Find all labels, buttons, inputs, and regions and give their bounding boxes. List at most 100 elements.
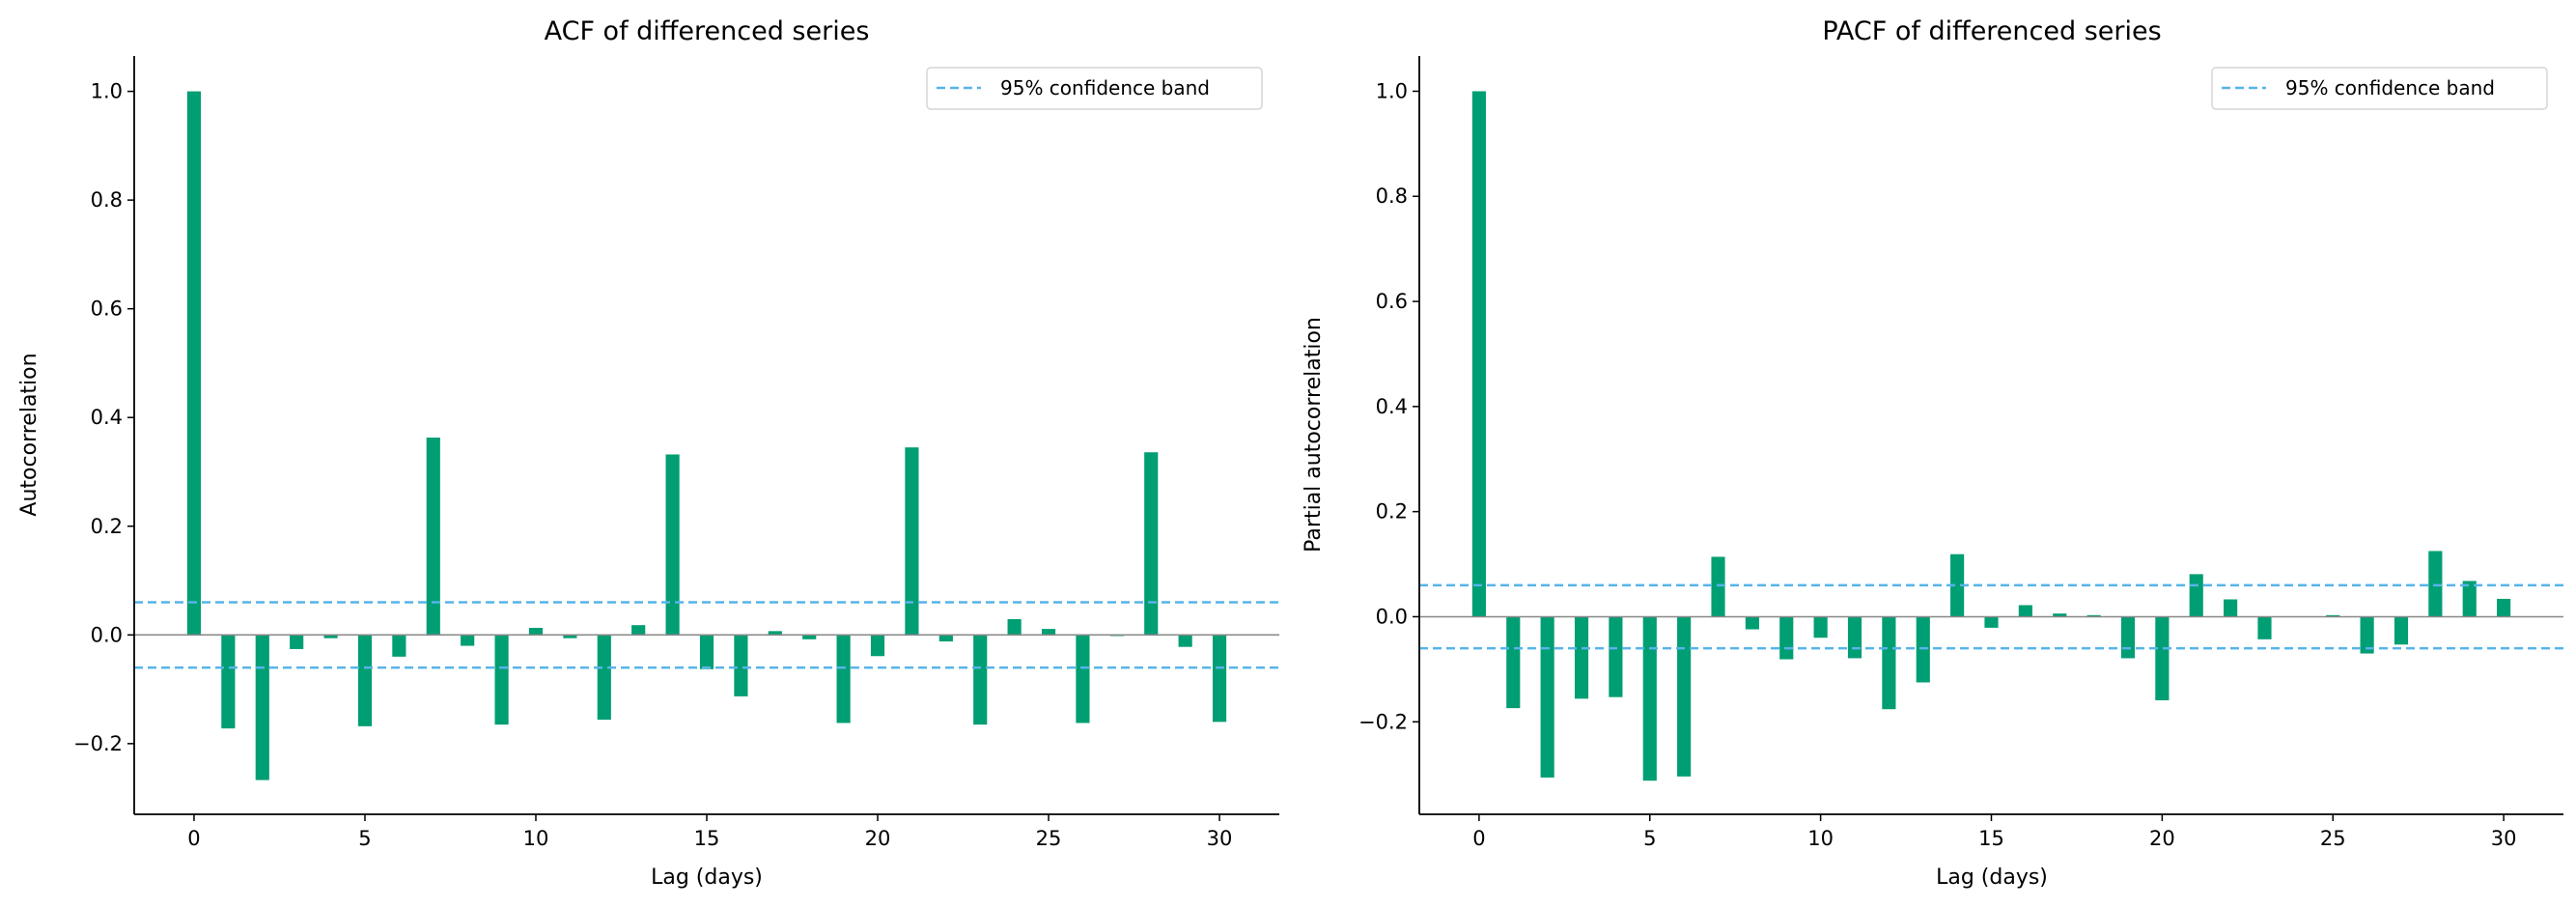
- legend: 95% confidence band: [2211, 67, 2548, 110]
- bar-lag-27: [2394, 616, 2409, 645]
- legend-label: 95% confidence band: [1000, 76, 1210, 99]
- bar-lag-22: [2224, 599, 2238, 617]
- y-tick-label: 1.0: [1376, 79, 1408, 102]
- chart-title: PACF of differenced series: [1822, 16, 2161, 46]
- bar-lag-17: [2053, 613, 2067, 617]
- x-axis-label: Lag (days): [1936, 865, 2048, 890]
- bar-lag-2: [255, 635, 269, 780]
- bar-lag-3: [1574, 616, 1589, 699]
- y-tick-label: 0.4: [91, 406, 123, 429]
- bar-lag-24: [1007, 618, 1022, 636]
- bar-lag-17: [768, 631, 782, 636]
- bar-lag-25: [2326, 614, 2340, 617]
- x-tick-label: 25: [1036, 827, 1062, 850]
- bar-lag-10: [1813, 616, 1828, 638]
- y-tick-label: 0.8: [1376, 184, 1408, 208]
- y-tick-label: 0.0: [1376, 605, 1408, 628]
- x-tick-label: 30: [1207, 827, 1233, 850]
- x-tick-label: 20: [2149, 827, 2175, 850]
- bar-lag-23: [973, 635, 988, 725]
- bar-lag-14: [1950, 553, 1965, 617]
- bar-lag-7: [426, 438, 440, 636]
- bar-lag-2: [1540, 616, 1554, 778]
- x-tick-label: 0: [187, 827, 200, 850]
- bar-lag-18: [802, 635, 817, 639]
- y-tick-label: −0.2: [1358, 710, 1408, 733]
- x-tick-label: 15: [1978, 827, 2004, 850]
- bar-lag-21: [2189, 574, 2203, 617]
- x-tick-label: 15: [694, 827, 720, 850]
- bar-lag-4: [323, 635, 338, 638]
- bar-lag-30: [2497, 598, 2511, 617]
- y-tick-label: 0.8: [91, 188, 123, 212]
- bar-lag-8: [1745, 616, 1759, 630]
- bar-lag-8: [461, 635, 475, 646]
- legend: 95% confidence band: [926, 67, 1263, 110]
- bar-lag-11: [1847, 616, 1862, 659]
- y-tick-label: 0.6: [1376, 290, 1408, 313]
- bar-lag-12: [1882, 616, 1896, 710]
- bar-lag-26: [1076, 635, 1090, 724]
- y-tick-label: 0.6: [91, 298, 123, 321]
- x-tick-label: 30: [2491, 827, 2517, 850]
- bar-lag-14: [665, 454, 680, 636]
- bar-lag-26: [2360, 616, 2374, 654]
- bar-lag-16: [2018, 605, 2032, 617]
- bar-lag-12: [597, 635, 611, 721]
- y-tick-label: −0.2: [73, 732, 123, 755]
- acf-panel: ACF of differenced series Lag (days) Aut…: [17, 16, 1279, 890]
- bar-lag-11: [563, 635, 577, 638]
- bar-lag-23: [2257, 616, 2272, 639]
- bar-lag-5: [1642, 616, 1657, 781]
- x-tick-label: 5: [1643, 827, 1656, 850]
- y-tick-label: 0.4: [1376, 395, 1408, 418]
- legend-box: [926, 67, 1263, 110]
- bar-lag-30: [1212, 635, 1227, 723]
- bar-lag-5: [357, 635, 373, 726]
- pacf-panel: PACF of differenced series Lag (days) Pa…: [1302, 16, 2563, 890]
- y-axis-label: Autocorrelation: [17, 353, 42, 516]
- bar-lag-4: [1609, 616, 1623, 697]
- bar-lag-20: [870, 635, 885, 657]
- bar-lag-9: [1779, 616, 1794, 660]
- bar-lag-28: [1144, 452, 1159, 636]
- bar-lag-10: [528, 627, 544, 636]
- bar-lag-13: [1916, 616, 1930, 683]
- x-tick-label: 5: [358, 827, 371, 850]
- bar-lag-22: [938, 635, 953, 642]
- bar-lag-19: [836, 635, 851, 724]
- y-tick-label: 0.2: [91, 515, 123, 538]
- bar-lag-16: [734, 635, 748, 696]
- bar-lag-3: [290, 635, 304, 649]
- bar-lag-20: [2155, 616, 2170, 700]
- y-axis-label: Partial autocorrelation: [1302, 317, 1326, 553]
- bar-lag-18: [2086, 614, 2101, 617]
- x-tick-label: 10: [1807, 827, 1834, 850]
- bar-lag-7: [1711, 556, 1725, 617]
- bar-lag-15: [1984, 616, 1999, 628]
- bar-lag-13: [631, 625, 646, 636]
- bar-lag-9: [494, 635, 509, 725]
- bar-lag-21: [905, 447, 919, 636]
- bar-lag-1: [1506, 616, 1521, 709]
- x-tick-label: 10: [523, 827, 549, 850]
- legend-label: 95% confidence band: [2285, 76, 2495, 99]
- x-tick-label: 0: [1472, 827, 1485, 850]
- y-tick-label: 1.0: [91, 80, 123, 103]
- bar-lag-1: [221, 635, 236, 729]
- x-tick-label: 25: [2320, 827, 2346, 850]
- legend-box: [2211, 67, 2548, 110]
- y-tick-label: 0.2: [1376, 500, 1408, 524]
- bar-lag-28: [2428, 551, 2443, 617]
- bar-lag-25: [1041, 629, 1056, 636]
- bar-lag-0: [1471, 91, 1486, 617]
- bar-lag-6: [392, 635, 406, 657]
- bar-lag-0: [186, 91, 202, 636]
- chart-title: ACF of differenced series: [545, 16, 870, 46]
- bar-lag-15: [699, 635, 714, 669]
- bar-lag-29: [1178, 635, 1192, 647]
- y-tick-label: 0.0: [91, 623, 123, 646]
- x-axis-label: Lag (days): [651, 865, 763, 890]
- x-tick-label: 20: [865, 827, 891, 850]
